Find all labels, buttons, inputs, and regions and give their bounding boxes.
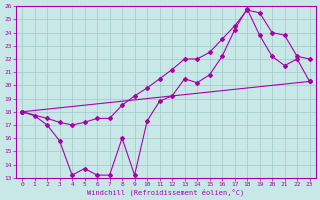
X-axis label: Windchill (Refroidissement éolien,°C): Windchill (Refroidissement éolien,°C)	[87, 188, 244, 196]
